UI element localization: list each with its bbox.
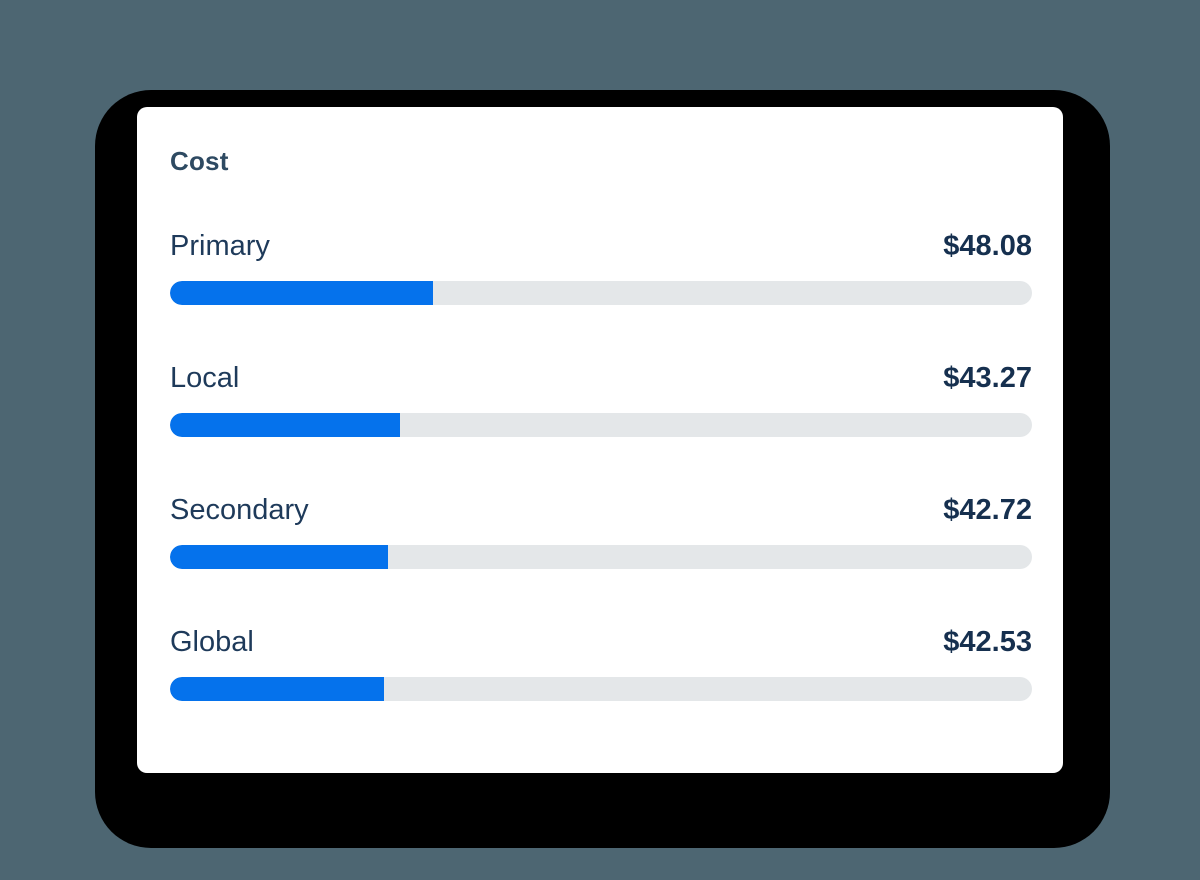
progress-bar-fill [170,281,433,305]
cost-row-global: Global $42.53 [170,626,1032,736]
row-value: $42.72 [943,494,1032,526]
progress-bar-track [170,281,1032,305]
row-value: $42.53 [943,626,1032,658]
row-value: $48.08 [943,230,1032,262]
row-value: $43.27 [943,362,1032,394]
cost-row-local: Local $43.27 [170,362,1032,472]
progress-bar-fill [170,413,401,437]
progress-bar-fill [170,677,384,701]
row-label: Local [170,362,240,394]
cost-row-secondary: Secondary $42.72 [170,494,1032,604]
row-label: Primary [170,230,270,262]
card-title: Cost [170,146,229,176]
row-label: Secondary [170,494,309,526]
progress-bar-fill [170,545,389,569]
cost-card: Cost Primary $48.08 Local $43.27 Seconda… [137,107,1063,773]
row-label: Global [170,626,254,658]
progress-bar-track [170,545,1032,569]
progress-bar-track [170,413,1032,437]
cost-row-primary: Primary $48.08 [170,230,1032,340]
progress-bar-track [170,677,1032,701]
